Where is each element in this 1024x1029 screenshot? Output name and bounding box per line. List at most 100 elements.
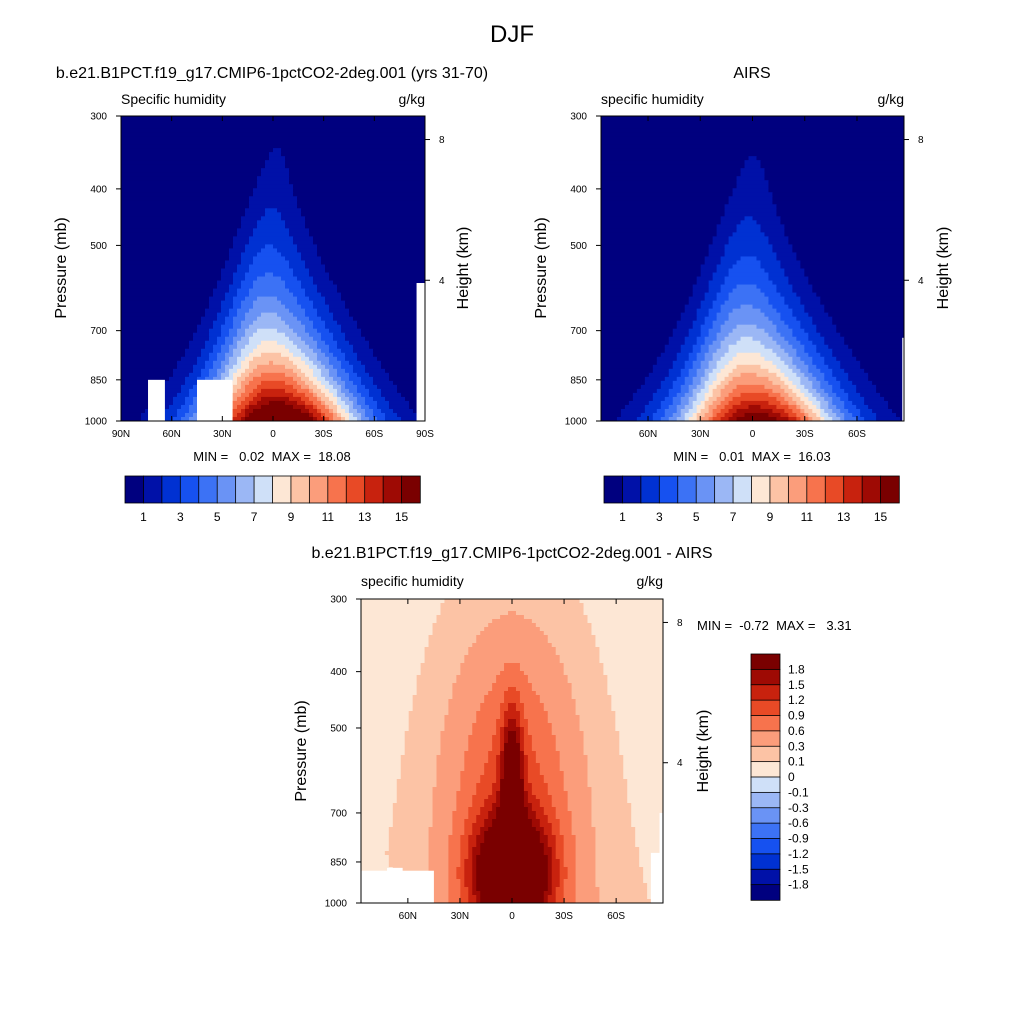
- contour-cell: [345, 300, 425, 306]
- contour-cell: [121, 332, 194, 338]
- contour-cell: [201, 352, 210, 358]
- contour-cell: [736, 364, 762, 370]
- contour-cell: [121, 400, 154, 406]
- contour-cell: [535, 755, 561, 760]
- contour-cell: [229, 348, 234, 354]
- contour-cell: [492, 747, 501, 752]
- contour-cell: [261, 396, 290, 402]
- contour-cell: [764, 168, 904, 173]
- contour-cell: [329, 404, 338, 410]
- contour-cell: [700, 360, 710, 366]
- contour-cell: [492, 619, 533, 624]
- colorbar-swatch: [677, 475, 697, 504]
- contour-cell: [452, 695, 485, 700]
- contour-cell: [652, 416, 662, 421]
- y-tick-label: 700: [90, 326, 107, 337]
- contour-cell: [428, 843, 450, 848]
- contour-cell: [804, 412, 809, 418]
- contour-cell: [500, 731, 505, 736]
- contour-cell: [832, 408, 841, 414]
- contour-cell: [704, 260, 722, 266]
- contour-cell: [365, 396, 374, 402]
- contour-cell: [832, 348, 853, 354]
- contour-cell: [844, 388, 857, 394]
- contour-cell: [752, 336, 774, 342]
- contour-cell: [404, 743, 442, 748]
- contour-cell: [631, 815, 663, 820]
- contour-cell: [301, 252, 318, 258]
- contour-cell: [840, 360, 861, 366]
- contour-cell: [760, 224, 785, 229]
- contour-cell: [229, 360, 238, 366]
- contour-cell: [253, 408, 302, 414]
- contour-cell: [828, 344, 849, 350]
- contour-cell: [245, 356, 254, 362]
- contour-cell: [784, 224, 904, 229]
- contour-cell: [245, 412, 250, 418]
- contour-cell: [121, 328, 198, 334]
- contour-cell: [708, 388, 714, 394]
- contour-cell: [253, 260, 290, 266]
- y-tick-label: 500: [570, 241, 587, 252]
- x-tick-label: 60S: [607, 911, 625, 922]
- contour-cell: [504, 667, 521, 672]
- contour-cell: [329, 328, 342, 334]
- contour-cell: [728, 292, 766, 298]
- contour-cell: [321, 336, 334, 342]
- contour-cell: [456, 875, 465, 880]
- contour-cell: [305, 352, 318, 358]
- contour-cell: [392, 867, 430, 872]
- contour-cell: [680, 348, 694, 354]
- contour-cell: [601, 416, 618, 421]
- contour-cell: [349, 396, 358, 402]
- contour-cell: [571, 815, 593, 820]
- contour-cell: [648, 400, 662, 406]
- contour-cell: [361, 735, 406, 740]
- contour-cell: [583, 735, 620, 740]
- colorbar-swatch: [272, 475, 292, 504]
- colorbar-swatch: [603, 475, 624, 504]
- contour-cell: [237, 332, 246, 338]
- contour-cell: [361, 855, 390, 860]
- contour-cell: [500, 747, 505, 752]
- contour-cell: [365, 408, 374, 414]
- contour-cell: [436, 763, 465, 768]
- contour-cell: [575, 859, 597, 864]
- contour-cell: [361, 859, 390, 864]
- contour-cell: [337, 344, 354, 350]
- contour-cell: [361, 827, 390, 832]
- contour-cell: [543, 831, 553, 836]
- contour-cell: [325, 400, 334, 406]
- contour-cell: [253, 348, 290, 354]
- y-tick-label: 300: [330, 595, 347, 606]
- contour-cell: [772, 336, 785, 342]
- contour-cell: [555, 839, 565, 844]
- contour-cell: [361, 623, 434, 628]
- contour-cell: [728, 344, 766, 350]
- contour-cell: [551, 795, 569, 800]
- contour-cell: [237, 268, 250, 274]
- colorbar-label: 1: [619, 510, 626, 524]
- contour-cell: [165, 412, 178, 418]
- contour-cell: [468, 847, 473, 852]
- contour-cell: [121, 248, 230, 254]
- contour-cell: [345, 332, 362, 338]
- colorbar-swatch: [750, 653, 781, 671]
- contour-cell: [627, 791, 663, 796]
- contour-cell: [297, 364, 310, 370]
- contour-cell: [504, 695, 521, 700]
- contour-cell: [555, 747, 585, 752]
- contour-cell: [796, 348, 805, 354]
- contour-cell: [728, 200, 774, 205]
- contour-cell: [587, 767, 624, 772]
- contour-cell: [740, 220, 758, 225]
- contour-cell: [468, 747, 493, 752]
- contour-cell: [500, 751, 505, 756]
- contour-cell: [365, 412, 374, 418]
- contour-cell: [257, 184, 294, 189]
- contour-cell: [692, 376, 702, 382]
- contour-cell: [496, 795, 501, 800]
- contour-cell: [361, 807, 394, 812]
- contour-cell: [448, 839, 461, 844]
- contour-cell: [728, 392, 742, 398]
